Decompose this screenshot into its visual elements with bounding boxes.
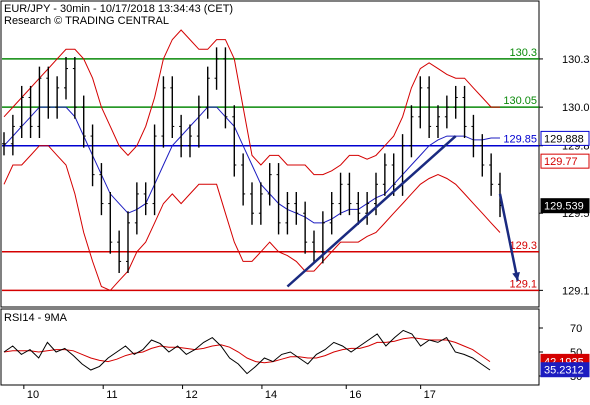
rsi-ma-line xyxy=(3,337,491,364)
main-y-tick-label: 130.05 xyxy=(562,102,590,114)
level-label-s2: 129.1 xyxy=(509,278,537,290)
main-y-tick-label: 129.1 xyxy=(562,285,590,297)
forecast-arrow-shaft xyxy=(498,193,519,281)
lower-band-line xyxy=(3,145,501,292)
price-tag-box xyxy=(540,153,590,169)
rsi-plot-frame xyxy=(0,308,540,386)
level-label-s1: 129.3 xyxy=(509,240,537,252)
level-label-r2: 130.3 xyxy=(509,47,537,59)
price-tag-label: 129.77 xyxy=(544,156,578,168)
x-tick-label: 16 xyxy=(349,389,361,400)
moving-average-line xyxy=(3,106,500,224)
price-tag-box xyxy=(540,130,590,146)
rsi-plot: 70503042.193535.2312 xyxy=(3,323,590,383)
price-tag-label: 129.888 xyxy=(544,133,584,145)
main-y-tick-label: 130.3 xyxy=(562,54,590,66)
price-tag-label: 129.539 xyxy=(544,201,584,213)
rsi-y-tick-label: 70 xyxy=(570,323,582,335)
upper-band-line xyxy=(3,29,500,176)
level-label-pivot: 129.85 xyxy=(503,134,537,146)
x-tick-label: 11 xyxy=(106,389,117,400)
price-tag-box xyxy=(540,198,590,214)
chart-title: EUR/JPY - 30min - 10/17/2018 13:34:43 (C… xyxy=(4,3,233,15)
x-tick-label: 12 xyxy=(186,389,198,400)
rsi-tag-box xyxy=(540,362,590,378)
trendline xyxy=(286,135,457,288)
main-plot-frame xyxy=(0,0,540,308)
rsi-title: RSI14 - 9MA xyxy=(4,312,68,324)
x-tick-label: 14 xyxy=(265,389,277,400)
rsi-tag-label: 35.2312 xyxy=(544,365,584,377)
x-axis: 10 11 12 14 16 17 xyxy=(23,385,436,401)
forecast-arrow-head xyxy=(512,271,520,281)
rsi-line xyxy=(3,329,491,375)
main-plot: 130.3130.05129.85129.5129.1130.3130.0512… xyxy=(2,29,590,297)
x-tick-label: 10 xyxy=(27,389,39,400)
level-label-r1: 130.05 xyxy=(503,95,537,107)
x-tick-label: 17 xyxy=(424,389,436,400)
chart-source: Research © TRADING CENTRAL xyxy=(4,15,169,27)
